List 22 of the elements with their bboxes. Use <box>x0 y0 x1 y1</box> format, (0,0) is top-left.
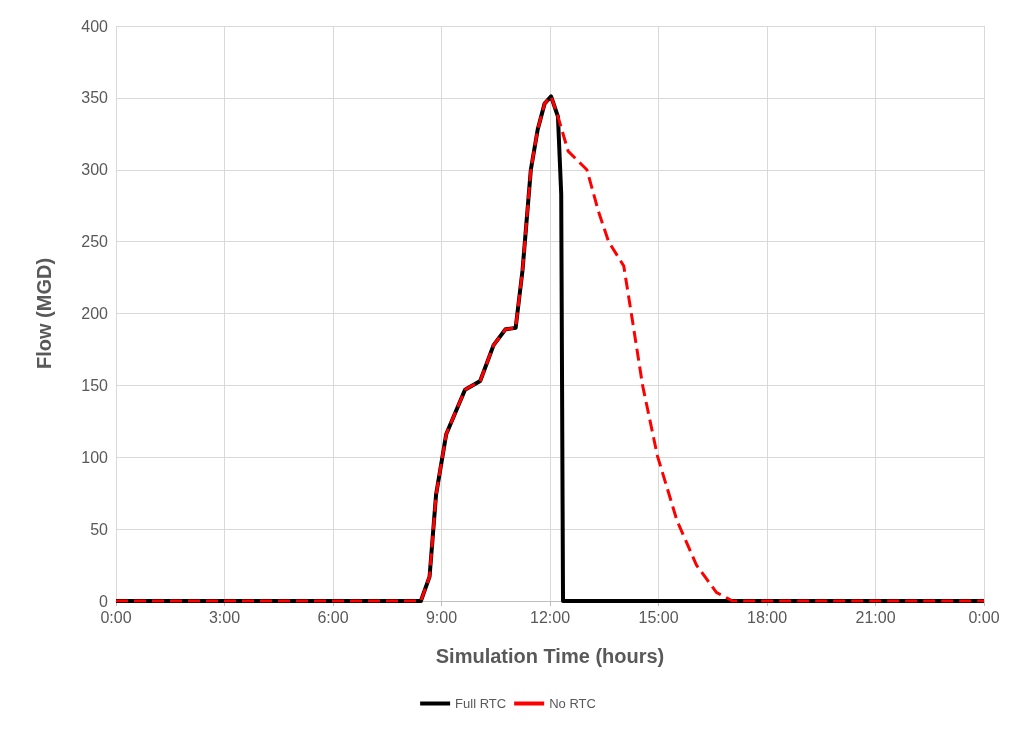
y-tick-label: 200 <box>81 305 109 322</box>
y-tick-label: 300 <box>81 161 109 179</box>
x-tick-label: 21:00 <box>855 608 896 626</box>
y-tick-label: 0 <box>99 592 109 610</box>
y-tick-label: 250 <box>81 233 109 251</box>
x-tick-label: 18:00 <box>746 608 788 626</box>
y-tick-label: 100 <box>81 448 109 466</box>
x-tick-label: 6:00 <box>317 608 349 626</box>
x-tick-label: 12:00 <box>529 608 571 626</box>
x-tick-label: 3:00 <box>208 608 241 626</box>
legend-label: No RTC <box>549 696 596 711</box>
y-axis-title: Flow (MGD) <box>33 257 55 370</box>
y-tick-label: 50 <box>90 520 109 538</box>
x-tick-label: 9:00 <box>425 608 458 626</box>
x-tick-label: 15:00 <box>638 608 679 626</box>
x-axis-title: Simulation Time (hours) <box>435 645 665 667</box>
x-tick-label: 0:00 <box>100 608 132 626</box>
x-tick-label: 0:00 <box>968 608 1000 626</box>
y-tick-label: 150 <box>81 376 109 394</box>
legend-label: Full RTC <box>455 696 507 711</box>
y-tick-label: 350 <box>81 89 109 107</box>
y-tick-label: 400 <box>81 17 109 35</box>
